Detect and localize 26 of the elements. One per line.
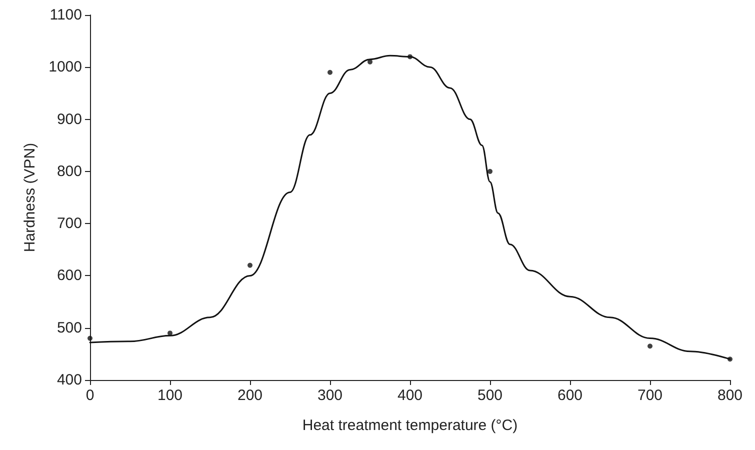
x-tick-label: 700 <box>637 387 663 404</box>
x-tick-label: 300 <box>317 387 343 404</box>
point <box>248 262 252 268</box>
y-tick-label: 1000 <box>48 58 82 76</box>
point <box>648 344 652 349</box>
y-tick-label: 600 <box>56 267 82 284</box>
point <box>488 168 492 174</box>
x-tick-label: 500 <box>477 387 503 404</box>
x-tick-label: 800 <box>717 387 743 404</box>
x-axis-title: Heat treatment temperature (°C) <box>302 417 518 434</box>
point <box>88 336 92 341</box>
x-tick-label: 600 <box>557 387 583 404</box>
y-axis-title: Hardness (VPN) <box>22 142 39 252</box>
y-tick-label: 1100 <box>50 6 82 24</box>
x-tick-label: 0 <box>86 387 94 404</box>
x-tick-label: 100 <box>157 387 183 404</box>
point <box>328 70 332 75</box>
point <box>728 356 732 362</box>
x-tick-label: 400 <box>397 387 423 404</box>
y-tick-label: 900 <box>56 110 82 128</box>
y-tick-label: 700 <box>56 215 82 232</box>
y-tick-label: 800 <box>56 162 82 180</box>
point <box>408 54 412 60</box>
x-tick-label: 200 <box>237 387 263 404</box>
y-tick-label: 500 <box>56 319 82 336</box>
y-tick-label: 400 <box>56 372 82 388</box>
